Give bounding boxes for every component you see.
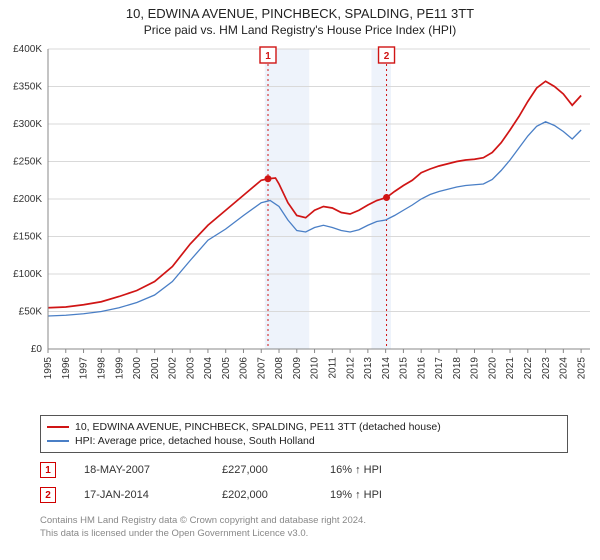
x-tick-label: 2003: [185, 357, 196, 380]
x-tick-label: 2015: [399, 357, 410, 380]
sale-date: 18-MAY-2007: [84, 464, 194, 476]
footer-line1: Contains HM Land Registry data © Crown c…: [40, 515, 568, 528]
x-tick-label: 2014: [381, 357, 392, 380]
line-chart: £0 £50K £100K £150K £200K £250K £300K £350K £400…: [0, 39, 600, 409]
sale-price: £202,000: [222, 489, 302, 501]
x-tick-label: 2006: [239, 357, 250, 380]
x-tick-label: 2022: [523, 357, 534, 380]
x-tick-label: 2011: [328, 357, 339, 379]
legend-row: HPI: Average price, detached house, Sout…: [47, 434, 561, 448]
sale-diff: 19% ↑ HPI: [330, 489, 420, 501]
x-tick-label: 2007: [256, 357, 267, 380]
sale-marker-badge: 2: [40, 487, 56, 503]
y-tick-label: £400K: [13, 44, 42, 55]
x-tick-label: 2025: [576, 357, 587, 380]
x-tick-label: 1998: [97, 357, 108, 380]
x-tick-label: 2021: [505, 357, 516, 380]
y-tick-label: £350K: [13, 82, 42, 93]
x-tick-label: 1999: [114, 357, 125, 380]
x-tick-label: 2001: [150, 357, 161, 380]
sale-row: 2 17-JAN-2014 £202,000 19% ↑ HPI: [40, 484, 568, 509]
y-tick-label: £250K: [13, 157, 42, 168]
y-tick-label: £0: [31, 344, 43, 355]
sale-marker-number: 1: [265, 51, 271, 62]
x-tick-label: 2019: [470, 357, 481, 380]
x-tick-label: 2013: [363, 357, 374, 380]
y-tick-label: £200K: [13, 194, 42, 205]
x-tick-label: 2009: [292, 357, 303, 380]
y-tick-label: £150K: [13, 232, 42, 243]
legend-row: 10, EDWINA AVENUE, PINCHBECK, SPALDING, …: [47, 420, 561, 434]
x-tick-label: 2017: [434, 357, 445, 380]
x-tick-label: 2016: [416, 357, 427, 380]
y-tick-label: £50K: [19, 307, 43, 318]
x-tick-label: 2002: [168, 357, 179, 380]
legend-swatch: [47, 440, 69, 442]
x-tick-label: 1997: [79, 357, 90, 380]
sale-diff: 16% ↑ HPI: [330, 464, 420, 476]
y-tick-label: £300K: [13, 119, 42, 130]
sale-date: 17-JAN-2014: [84, 489, 194, 501]
x-tick-label: 2004: [203, 357, 214, 380]
x-tick-label: 1995: [43, 357, 54, 380]
chart-subtitle: Price paid vs. HM Land Registry's House …: [0, 23, 600, 37]
x-tick-label: 1996: [61, 357, 72, 380]
x-tick-label: 2012: [345, 357, 356, 380]
footer: Contains HM Land Registry data © Crown c…: [40, 515, 568, 541]
sale-marker-number: 2: [384, 51, 390, 62]
sale-row: 1 18-MAY-2007 £227,000 16% ↑ HPI: [40, 459, 568, 484]
y-tick-label: £100K: [13, 269, 42, 280]
x-tick-label: 2005: [221, 357, 232, 380]
x-tick-label: 2010: [310, 357, 321, 380]
sale-marker-badge: 1: [40, 462, 56, 478]
sales-table: 1 18-MAY-2007 £227,000 16% ↑ HPI 2 17-JAN-201…: [40, 459, 568, 509]
legend-label: 10, EDWINA AVENUE, PINCHBECK, SPALDING, …: [75, 421, 441, 433]
header: 10, EDWINA AVENUE, PINCHBECK, SPALDING, …: [0, 0, 600, 39]
footer-line2: This data is licensed under the Open Gov…: [40, 528, 568, 541]
sale-price: £227,000: [222, 464, 302, 476]
legend: 10, EDWINA AVENUE, PINCHBECK, SPALDING, …: [40, 415, 568, 453]
x-tick-label: 2000: [132, 357, 143, 380]
x-tick-label: 2008: [274, 357, 285, 380]
x-tick-label: 2018: [452, 357, 463, 380]
x-tick-label: 2023: [541, 357, 552, 380]
legend-label: HPI: Average price, detached house, Sout…: [75, 435, 315, 447]
x-tick-label: 2020: [487, 357, 498, 380]
legend-swatch: [47, 426, 69, 428]
x-tick-label: 2024: [559, 357, 570, 380]
chart-title: 10, EDWINA AVENUE, PINCHBECK, SPALDING, …: [0, 6, 600, 21]
chart-area: £0 £50K £100K £150K £200K £250K £300K £350K £400…: [0, 39, 600, 409]
page: 10, EDWINA AVENUE, PINCHBECK, SPALDING, …: [0, 0, 600, 541]
